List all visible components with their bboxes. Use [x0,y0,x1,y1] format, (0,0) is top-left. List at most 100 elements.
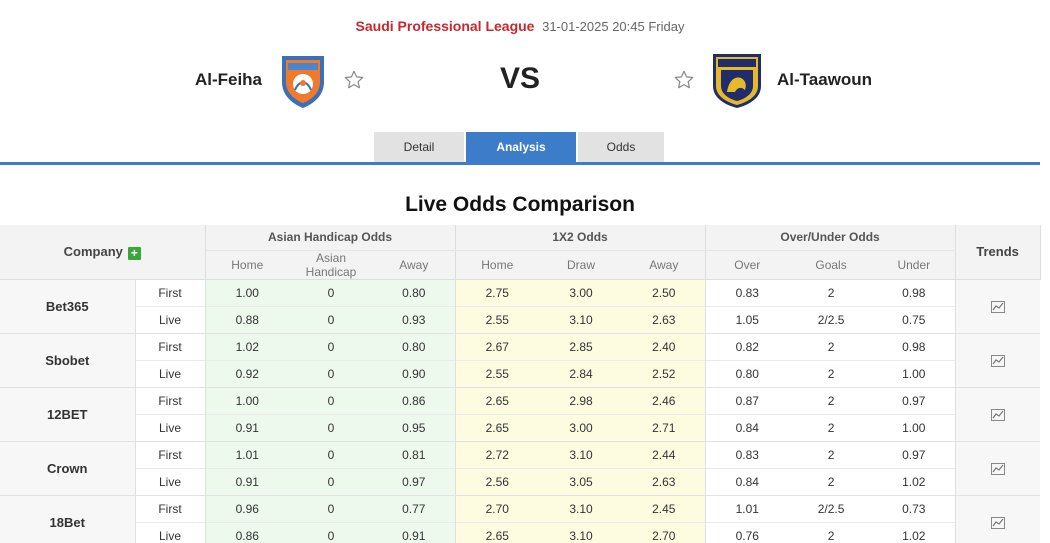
company-name[interactable]: 12BET [0,386,136,441]
trend-chart-icon[interactable] [990,300,1005,313]
ou-odds-cell[interactable]: 1.02 [873,521,956,543]
ah-odds-cell[interactable]: 0.95 [373,413,456,441]
x12-odds-cell[interactable]: 2.63 [623,305,706,333]
x12-odds-cell[interactable]: 2.50 [623,278,706,306]
x12-odds-cell[interactable]: 2.75 [455,278,540,306]
x12-odds-cell[interactable]: 2.44 [623,440,706,468]
ah-odds-cell[interactable]: 1.02 [205,332,290,360]
ou-odds-cell[interactable]: 0.84 [705,467,790,495]
ou-odds-cell[interactable]: 1.01 [705,494,790,522]
ou-odds-cell[interactable]: 0.83 [705,278,790,306]
ah-odds-cell[interactable]: 0.77 [373,494,456,522]
ah-odds-cell[interactable]: 1.01 [205,440,290,468]
ah-odds-cell[interactable]: 0 [289,467,374,495]
x12-odds-cell[interactable]: 2.72 [455,440,540,468]
home-team-logo[interactable] [273,50,333,110]
x12-odds-cell[interactable]: 2.98 [539,386,624,414]
company-name[interactable]: Crown [0,440,136,495]
ou-odds-cell[interactable]: 2 [789,521,874,543]
x12-odds-cell[interactable]: 3.10 [539,305,624,333]
x12-odds-cell[interactable]: 2.55 [455,359,540,387]
ou-odds-cell[interactable]: 1.05 [705,305,790,333]
x12-odds-cell[interactable]: 2.85 [539,332,624,360]
ah-odds-cell[interactable]: 0 [289,386,374,414]
trend-chart-icon[interactable] [990,408,1005,421]
ou-odds-cell[interactable]: 0.75 [873,305,956,333]
x12-odds-cell[interactable]: 2.45 [623,494,706,522]
ah-odds-cell[interactable]: 0.96 [205,494,290,522]
ou-odds-cell[interactable]: 0.98 [873,278,956,306]
ou-odds-cell[interactable]: 0.82 [705,332,790,360]
ou-odds-cell[interactable]: 0.84 [705,413,790,441]
x12-odds-cell[interactable]: 2.65 [455,386,540,414]
home-favorite-star-icon[interactable] [343,69,365,91]
x12-odds-cell[interactable]: 2.46 [623,386,706,414]
ou-odds-cell[interactable]: 0.83 [705,440,790,468]
ah-odds-cell[interactable]: 1.00 [205,278,290,306]
ah-odds-cell[interactable]: 0.93 [373,305,456,333]
x12-odds-cell[interactable]: 2.40 [623,332,706,360]
ou-odds-cell[interactable]: 2/2.5 [789,494,874,522]
league-name[interactable]: Saudi Professional League [355,18,535,34]
ah-odds-cell[interactable]: 0.97 [373,467,456,495]
x12-odds-cell[interactable]: 3.10 [539,521,624,543]
ah-odds-cell[interactable]: 0.91 [205,413,290,441]
ah-odds-cell[interactable]: 0 [289,305,374,333]
x12-odds-cell[interactable]: 2.84 [539,359,624,387]
x12-odds-cell[interactable]: 2.63 [623,467,706,495]
ou-odds-cell[interactable]: 2 [789,359,874,387]
ah-odds-cell[interactable]: 0.91 [373,521,456,543]
x12-odds-cell[interactable]: 2.71 [623,413,706,441]
ah-odds-cell[interactable]: 0.86 [205,521,290,543]
ah-odds-cell[interactable]: 0.91 [205,467,290,495]
ah-odds-cell[interactable]: 0 [289,494,374,522]
ou-odds-cell[interactable]: 2/2.5 [789,305,874,333]
ou-odds-cell[interactable]: 0.98 [873,332,956,360]
ou-odds-cell[interactable]: 2 [789,332,874,360]
x12-odds-cell[interactable]: 2.70 [455,494,540,522]
away-team-logo[interactable] [707,50,767,110]
ou-odds-cell[interactable]: 2 [789,278,874,306]
ou-odds-cell[interactable]: 0.87 [705,386,790,414]
ah-odds-cell[interactable]: 0.90 [373,359,456,387]
ou-odds-cell[interactable]: 0.73 [873,494,956,522]
ou-odds-cell[interactable]: 0.80 [705,359,790,387]
x12-odds-cell[interactable]: 2.56 [455,467,540,495]
company-name[interactable]: Bet365 [0,278,136,333]
company-name[interactable]: 18Bet [0,494,136,543]
ah-odds-cell[interactable]: 0.81 [373,440,456,468]
ou-odds-cell[interactable]: 1.02 [873,467,956,495]
ah-odds-cell[interactable]: 0 [289,440,374,468]
ah-odds-cell[interactable]: 0 [289,521,374,543]
add-company-plus-icon[interactable]: + [127,246,141,260]
ah-odds-cell[interactable]: 0 [289,359,374,387]
x12-odds-cell[interactable]: 2.67 [455,332,540,360]
ou-odds-cell[interactable]: 2 [789,386,874,414]
x12-odds-cell[interactable]: 3.00 [539,413,624,441]
home-team-name[interactable]: Al-Feiha [194,70,262,89]
ou-odds-cell[interactable]: 2 [789,413,874,441]
trend-chart-icon[interactable] [990,517,1005,530]
ah-odds-cell[interactable]: 0.80 [373,332,456,360]
ah-odds-cell[interactable]: 1.00 [205,386,290,414]
x12-odds-cell[interactable]: 3.10 [539,494,624,522]
ah-odds-cell[interactable]: 0 [289,413,374,441]
x12-odds-cell[interactable]: 2.65 [455,413,540,441]
x12-odds-cell[interactable]: 3.10 [539,440,624,468]
tab-analysis[interactable]: Analysis [466,132,576,162]
ou-odds-cell[interactable]: 0.97 [873,440,956,468]
away-team-name[interactable]: Al-Taawoun [777,70,873,89]
x12-odds-cell[interactable]: 2.55 [455,305,540,333]
ou-odds-cell[interactable]: 0.97 [873,386,956,414]
trend-chart-icon[interactable] [990,354,1005,367]
ou-odds-cell[interactable]: 1.00 [873,413,956,441]
tab-detail[interactable]: Detail [374,132,464,162]
ah-odds-cell[interactable]: 0.80 [373,278,456,306]
ou-odds-cell[interactable]: 0.76 [705,521,790,543]
x12-odds-cell[interactable]: 2.65 [455,521,540,543]
ah-odds-cell[interactable]: 0 [289,332,374,360]
ou-odds-cell[interactable]: 2 [789,440,874,468]
ah-odds-cell[interactable]: 0 [289,278,374,306]
company-name[interactable]: Sbobet [0,332,136,387]
x12-odds-cell[interactable]: 3.05 [539,467,624,495]
